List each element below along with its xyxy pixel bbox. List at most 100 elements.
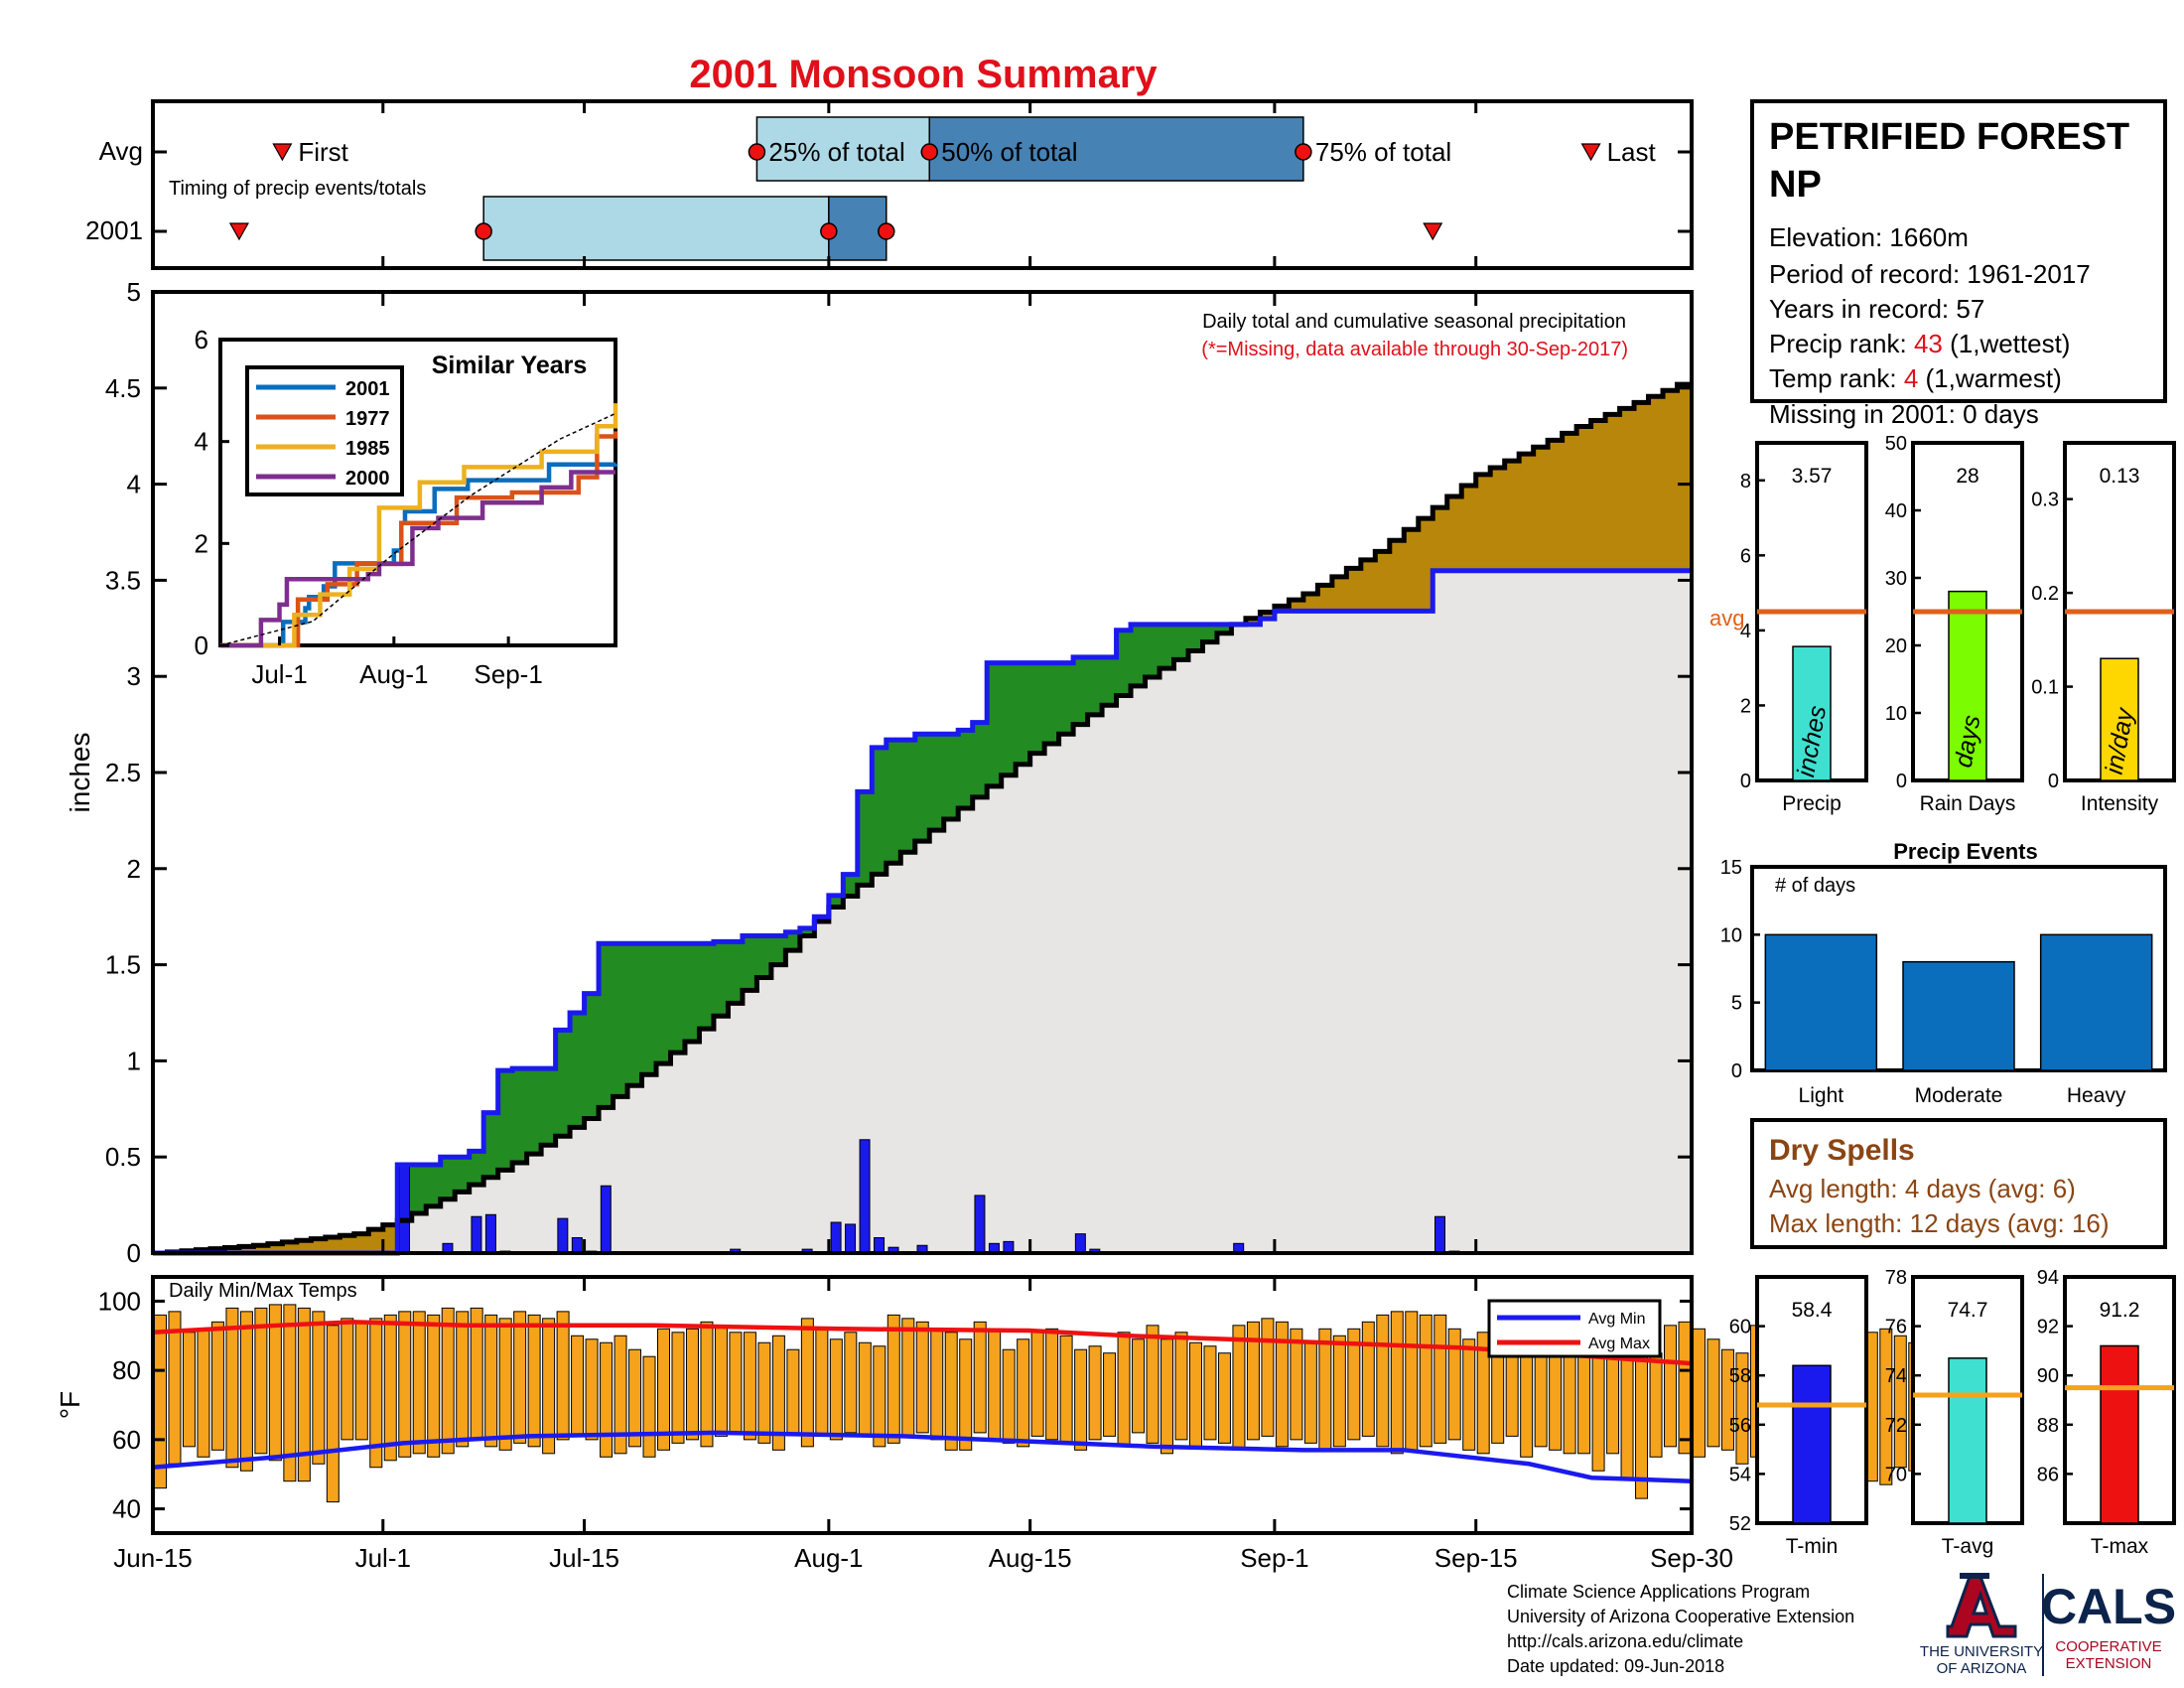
stat-category-label: Rain Days (1920, 792, 2016, 815)
temp-range-bar (815, 1328, 829, 1437)
stat-y-tick-label: 58 (1729, 1365, 1751, 1387)
temp-range-bar (988, 1328, 1002, 1441)
stat-value-label: 58.4 (1792, 1299, 1833, 1322)
stat-value-bar (1948, 1357, 1987, 1524)
temp-range-bar (168, 1311, 182, 1465)
below-normal-fill (1289, 600, 1304, 612)
footer-line3: http://cals.arizona.edu/climate (1507, 1631, 1743, 1651)
daily-precip-bar (859, 1139, 871, 1254)
above-normal-fill (1102, 656, 1118, 706)
below-normal-fill (1663, 390, 1679, 571)
timing-caption: Timing of precip events/totals (169, 178, 426, 200)
stat-y-tick-label: 88 (2037, 1415, 2059, 1437)
timing-panel: Avg 2001 Timing of precip events/totals … (85, 99, 1694, 270)
timing-label-75: 75% of total (1315, 137, 1451, 167)
above-normal-fill (1173, 624, 1189, 660)
below-normal-fill (368, 1229, 384, 1253)
temp-range-bar (628, 1348, 642, 1448)
temp-range-bar (1347, 1328, 1361, 1441)
temp-range-bar (873, 1345, 887, 1448)
inset-y-tick-label: 0 (195, 631, 208, 660)
inset-x-tick-label: Sep-1 (474, 659, 542, 689)
inset-y-tick-label: 6 (195, 325, 208, 354)
stat-y-tick-label: 0 (1896, 771, 1907, 792)
cals-sub1: COOPERATIVE (2055, 1638, 2161, 1655)
precip-rank-value: 43 (1914, 329, 1943, 358)
below-normal-fill (1317, 585, 1333, 612)
timing-percentile-dot (820, 222, 838, 240)
station-years: Years in record: 57 (1769, 294, 1984, 324)
precip-event-category: Light (1799, 1084, 1844, 1107)
inset-y-tick-label: 2 (195, 528, 208, 558)
above-normal-fill (1216, 624, 1233, 633)
daily-precip-bar (571, 1237, 583, 1254)
date-x-tick-label: Aug-1 (794, 1543, 863, 1573)
temp-range-bar (901, 1318, 915, 1437)
temp-range-bar (225, 1307, 239, 1469)
stat-y-tick-label: 76 (1885, 1317, 1907, 1338)
temp-range-bar (1706, 1338, 1720, 1448)
footer-line4: Date updated: 09-Jun-2018 (1507, 1656, 1724, 1676)
above-normal-fill (1202, 624, 1218, 642)
cumulative-precip-chart: 0 0.5 1 1.5 2 2.5 3 3.5 4 4.5 5 inches Daily total… (65, 277, 1694, 1268)
stat-value-label: 74.7 (1948, 1299, 1988, 1322)
below-normal-fill (238, 1246, 255, 1253)
below-normal-fill (1331, 576, 1347, 612)
timing-ticks (151, 101, 1694, 268)
above-normal-fill (1001, 662, 1017, 775)
precip-event-bar (2039, 933, 2153, 1071)
below-normal-fill (1634, 402, 1650, 571)
stat-y-tick-label: 92 (2037, 1317, 2059, 1338)
stat-value-label: 3.57 (1792, 465, 1833, 488)
main-y-tick-label: 4 (127, 470, 141, 499)
main-y-tick-label: 1.5 (105, 950, 141, 980)
date-x-tick-label: Sep-15 (1434, 1543, 1518, 1573)
above-normal-fill (526, 1068, 542, 1155)
timing-bars (482, 116, 1304, 261)
timing-percentile-dot (878, 222, 895, 240)
temp-avg-lines (152, 1320, 1693, 1483)
temp-range-bar (1188, 1341, 1202, 1448)
temp-range-bar (1447, 1328, 1461, 1441)
above-normal-fill (599, 943, 614, 1108)
temp-y-label: °F (55, 1391, 85, 1419)
temp-range-bar (1174, 1332, 1188, 1441)
date-x-axis: Jun-15 Jul-1 Jul-15 Aug-1 Aug-15 Sep-1 Sep-15 S… (113, 292, 1733, 1573)
station-info-box: PETRIFIED FOREST NP Elevation: 1660m Per… (1750, 99, 2167, 403)
stat-category-label: T-max (2091, 1535, 2149, 1558)
temp-range-bar (729, 1332, 743, 1434)
below-normal-fill (1619, 408, 1635, 571)
above-normal-fill (1116, 630, 1132, 696)
temp-range-bar (383, 1314, 397, 1462)
station-name-line2: NP (1769, 164, 1822, 206)
temp-range-bar (657, 1328, 670, 1451)
temp-range-bar (1879, 1328, 1893, 1485)
temp-range-bar (1433, 1314, 1447, 1444)
date-x-tick-label: Sep-30 (1650, 1543, 1733, 1573)
temp-range-bar (1217, 1352, 1231, 1444)
main-y-tick-label: 2.5 (105, 758, 141, 787)
daily-precip-bar (557, 1217, 569, 1254)
temp-rank-value: 4 (1904, 363, 1918, 393)
temp-range-bar (1275, 1321, 1289, 1448)
similar-years-title: Similar Years (432, 352, 588, 379)
stat-y-tick-label: 0 (2048, 771, 2059, 792)
above-normal-fill (857, 791, 873, 886)
temp-range-bar (354, 1321, 368, 1441)
avg-max-line (152, 1320, 1693, 1366)
above-normal-fill (1187, 624, 1204, 651)
above-normal-fill (411, 1164, 427, 1213)
stat-y-tick-label: 6 (1740, 545, 1751, 567)
timing-first-last-marker (1580, 143, 1601, 162)
cals-wordmark: CALS (2041, 1579, 2176, 1634)
stat-category-label: T-min (1786, 1535, 1839, 1558)
temp-range-bar (1476, 1332, 1490, 1455)
below-normal-fill (296, 1240, 312, 1253)
cumulative-fills (153, 384, 1693, 1253)
daily-precip-bar (399, 1164, 411, 1254)
below-normal-fill (267, 1243, 283, 1253)
temp-y-tick-label: 100 (98, 1286, 141, 1316)
